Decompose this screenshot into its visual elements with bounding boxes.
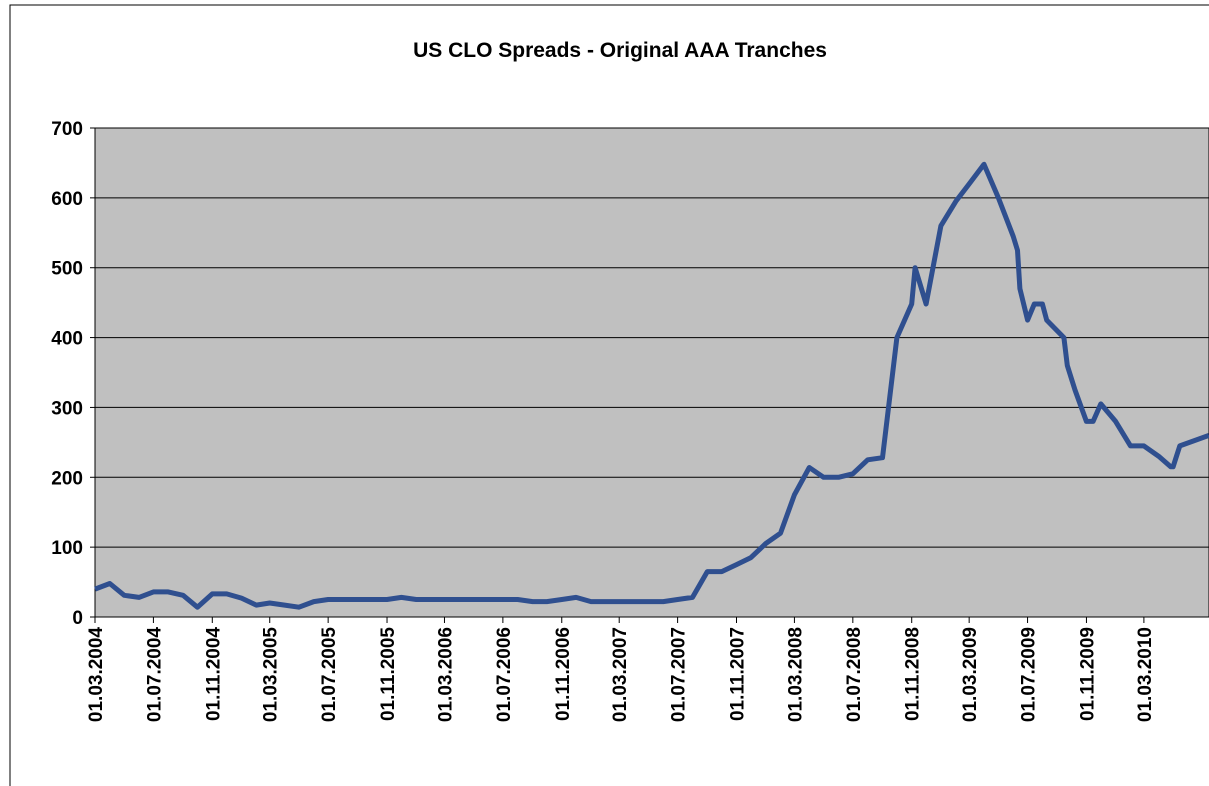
y-tick-label: 300	[51, 398, 83, 419]
x-tick-label: 01.11.2009	[1077, 627, 1098, 721]
x-tick-label: 01.07.2004	[144, 627, 165, 723]
x-tick-label: 01.07.2006	[494, 627, 515, 722]
x-tick-label: 01.11.2005	[378, 627, 399, 721]
x-tick-label: 01.03.2007	[610, 627, 631, 722]
data-line	[94, 161, 1209, 610]
x-tick-label: 01.03.2006	[435, 627, 456, 722]
x-tick-label: 01.11.2008	[903, 627, 924, 721]
y-tick-label: 600	[51, 189, 83, 210]
x-tick-label: 01.03.2009	[960, 627, 981, 722]
y-tick-label: 100	[51, 538, 83, 559]
x-tick-label: 01.03.2005	[261, 627, 282, 723]
x-tick-label: 01.07.2009	[1019, 627, 1040, 722]
x-tick-label: 01.07.2007	[669, 627, 690, 722]
y-tick-label: 400	[51, 329, 83, 350]
y-tick-label: 0	[72, 608, 83, 629]
chart-title: US CLO Spreads - Original AAA Tranches	[413, 39, 827, 62]
x-tick-label: 01.03.2004	[86, 627, 107, 723]
x-tick-label: 01.11.2004	[203, 627, 224, 721]
chart-frame	[9, 4, 1209, 786]
y-tick-label: 700	[51, 119, 83, 140]
x-tick-label: 01.07.2008	[844, 627, 865, 722]
x-tick-label: 01.07.2005	[319, 627, 340, 723]
x-tick-label: 01.03.2008	[785, 627, 806, 722]
x-tick-label: 01.11.2007	[727, 627, 748, 721]
plot-area	[94, 127, 1209, 618]
x-tick-label: 01.11.2006	[553, 627, 574, 721]
x-tick-label: 01.03.2010	[1135, 627, 1156, 722]
y-tick-label: 200	[51, 468, 83, 489]
y-tick-label: 500	[51, 259, 83, 280]
